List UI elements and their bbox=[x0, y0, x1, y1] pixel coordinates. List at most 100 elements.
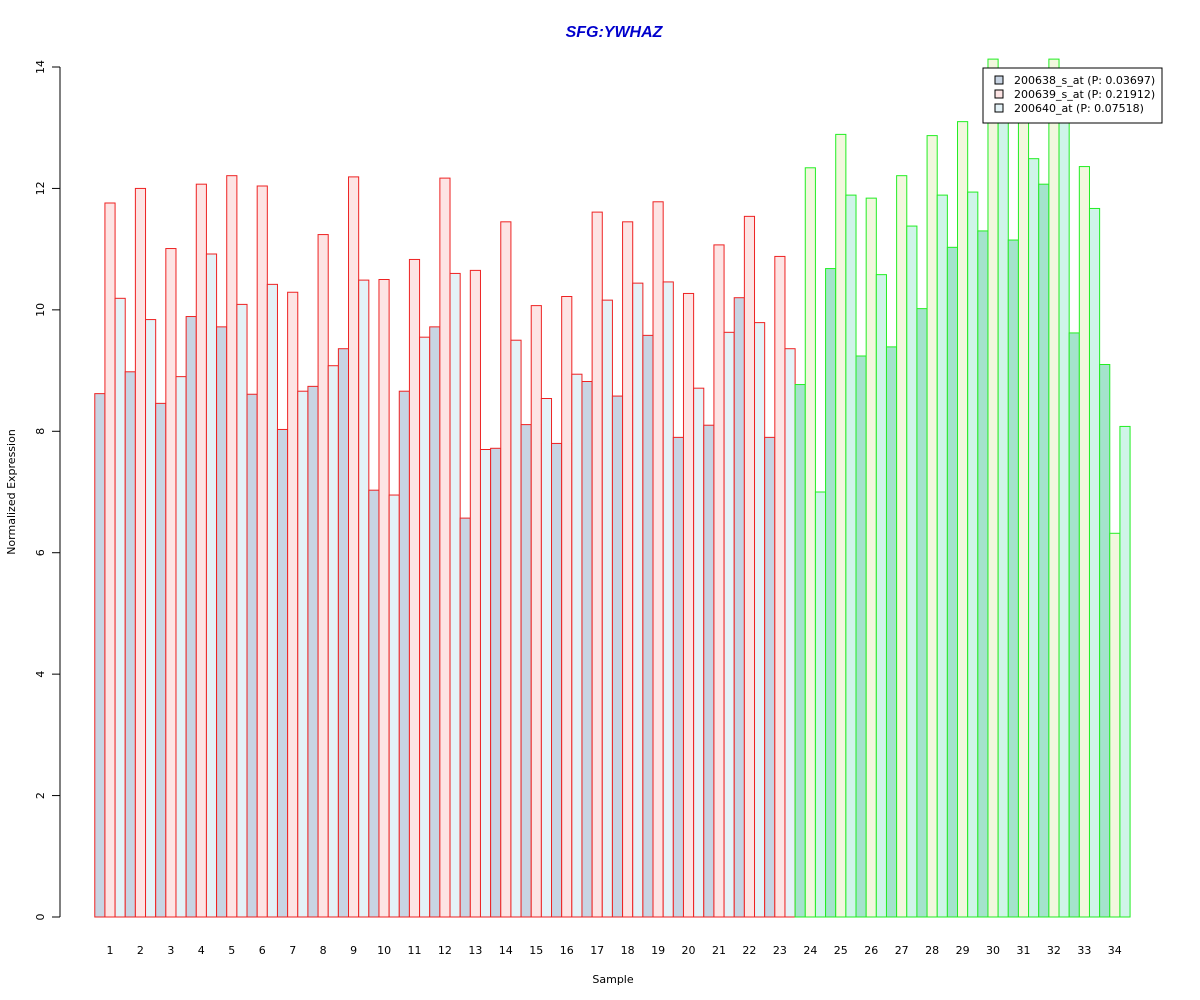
y-tick-label: 6 bbox=[34, 549, 47, 556]
bar-sample-3-probe-1 bbox=[155, 402, 167, 918]
x-tick-label: 11 bbox=[408, 944, 422, 957]
x-tick-label: 32 bbox=[1047, 944, 1061, 957]
bar-sample-11-probe-1 bbox=[398, 390, 410, 918]
x-tick-label: 21 bbox=[712, 944, 726, 957]
bar-sample-20-probe-2 bbox=[682, 292, 695, 918]
bar-sample-4-probe-1 bbox=[185, 316, 197, 918]
bar-sample-30-probe-2 bbox=[987, 58, 999, 918]
y-tick-label: 4 bbox=[34, 671, 47, 678]
bar-sample-4-probe-3 bbox=[205, 253, 218, 918]
bar-sample-12-probe-2 bbox=[439, 177, 451, 918]
bar-sample-25-probe-3 bbox=[845, 194, 857, 918]
x-tick-label: 18 bbox=[621, 944, 635, 957]
y-tick-label: 12 bbox=[34, 181, 47, 195]
bar-sample-13-probe-2 bbox=[469, 269, 481, 918]
bar-sample-18-probe-3 bbox=[632, 282, 644, 918]
y-tick-label: 0 bbox=[34, 914, 47, 921]
bar-sample-3-probe-3 bbox=[175, 376, 187, 918]
bar-sample-8-probe-2 bbox=[317, 234, 329, 918]
bar-sample-31-probe-2 bbox=[1017, 115, 1030, 918]
bar-sample-4-probe-2 bbox=[195, 183, 207, 918]
bar-sample-19-probe-3 bbox=[662, 281, 674, 918]
bar-sample-27-probe-1 bbox=[885, 346, 898, 918]
bar-sample-2-probe-2 bbox=[134, 187, 147, 918]
bar-sample-26-probe-2 bbox=[865, 197, 877, 918]
bar-sample-22-probe-3 bbox=[754, 322, 766, 918]
x-tick-label: 9 bbox=[350, 944, 357, 957]
y-tick-label: 10 bbox=[34, 303, 47, 317]
x-tick-label: 14 bbox=[499, 944, 513, 957]
bar-sample-34-probe-1 bbox=[1099, 364, 1111, 918]
bar-sample-27-probe-2 bbox=[896, 175, 908, 918]
bar-sample-7-probe-2 bbox=[287, 291, 299, 918]
bar-sample-25-probe-1 bbox=[825, 268, 837, 918]
bar-sample-24-probe-2 bbox=[804, 167, 816, 918]
bar-sample-15-probe-3 bbox=[540, 398, 553, 918]
bar-sample-9-probe-1 bbox=[337, 348, 350, 918]
x-tick-label: 17 bbox=[590, 944, 604, 957]
bar-sample-3-probe-2 bbox=[165, 248, 177, 918]
bar-sample-34-probe-3 bbox=[1119, 425, 1131, 918]
legend-box bbox=[982, 67, 1163, 124]
bar-sample-21-probe-1 bbox=[703, 424, 715, 918]
bar-sample-31-probe-1 bbox=[1007, 239, 1019, 918]
bar-sample-16-probe-2 bbox=[561, 296, 573, 918]
bar-sample-32-probe-1 bbox=[1038, 183, 1050, 918]
x-tick-label: 13 bbox=[468, 944, 482, 957]
x-axis-title: Sample bbox=[592, 973, 633, 986]
bar-sample-11-probe-2 bbox=[408, 258, 421, 918]
bar-sample-18-probe-1 bbox=[611, 395, 624, 918]
legend-swatch-1 bbox=[994, 75, 1004, 85]
bar-sample-6-probe-2 bbox=[256, 185, 268, 918]
bar-sample-22-probe-1 bbox=[733, 297, 745, 918]
bar-sample-1-probe-3 bbox=[114, 297, 126, 918]
bar-sample-33-probe-1 bbox=[1068, 332, 1080, 918]
bar-sample-21-probe-3 bbox=[723, 331, 735, 918]
bar-sample-13-probe-3 bbox=[479, 449, 492, 918]
bar-sample-12-probe-1 bbox=[429, 326, 441, 918]
bar-sample-30-probe-1 bbox=[977, 230, 989, 918]
bar-sample-29-probe-3 bbox=[967, 191, 979, 918]
bar-sample-18-probe-2 bbox=[622, 221, 634, 918]
bar-sample-34-probe-2 bbox=[1109, 532, 1121, 918]
bar-sample-16-probe-1 bbox=[551, 442, 563, 918]
legend-swatch-3 bbox=[994, 103, 1004, 113]
bar-sample-2-probe-1 bbox=[124, 371, 136, 918]
legend-label-1: 200638_s_at (P: 0.03697) bbox=[1014, 74, 1155, 87]
bar-sample-11-probe-3 bbox=[419, 336, 431, 918]
bar-sample-32-probe-2 bbox=[1048, 58, 1060, 918]
x-tick-label: 24 bbox=[803, 944, 817, 957]
bar-sample-13-probe-1 bbox=[459, 517, 471, 918]
x-tick-label: 8 bbox=[320, 944, 327, 957]
bar-sample-6-probe-3 bbox=[266, 283, 278, 918]
x-tick-label: 31 bbox=[1017, 944, 1031, 957]
y-axis: 0 2 4 6 8 10 12 14 bbox=[34, 60, 61, 921]
x-tick-label: 5 bbox=[228, 944, 235, 957]
x-tick-label: 33 bbox=[1077, 944, 1091, 957]
bar-sample-10-probe-1 bbox=[368, 489, 380, 918]
bar-sample-25-probe-2 bbox=[835, 133, 847, 918]
bar-sample-17-probe-2 bbox=[591, 211, 603, 918]
bar-sample-23-probe-1 bbox=[764, 436, 776, 918]
bar-sample-32-probe-3 bbox=[1058, 115, 1070, 918]
x-tick-label: 3 bbox=[167, 944, 174, 957]
bar-sample-6-probe-1 bbox=[246, 393, 258, 918]
bar-sample-24-probe-3 bbox=[814, 491, 827, 918]
legend: 200638_s_at (P: 0.03697)200639_s_at (P: … bbox=[982, 67, 1163, 124]
bar-sample-24-probe-1 bbox=[794, 384, 806, 918]
x-tick-label: 20 bbox=[682, 944, 696, 957]
bar-sample-22-probe-2 bbox=[743, 215, 756, 918]
bar-sample-31-probe-3 bbox=[1028, 158, 1040, 918]
x-tick-label: 29 bbox=[956, 944, 970, 957]
bar-sample-28-probe-2 bbox=[926, 135, 938, 918]
bar-sample-16-probe-3 bbox=[571, 373, 583, 918]
legend-label-2: 200639_s_at (P: 0.21912) bbox=[1014, 88, 1155, 101]
bar-sample-19-probe-1 bbox=[642, 334, 654, 918]
bar-sample-1-probe-1 bbox=[94, 393, 106, 918]
y-tick-label: 14 bbox=[34, 60, 47, 74]
x-tick-label: 6 bbox=[259, 944, 266, 957]
x-tick-label: 12 bbox=[438, 944, 452, 957]
bar-sample-26-probe-1 bbox=[855, 355, 867, 918]
bar-sample-1-probe-2 bbox=[104, 202, 116, 918]
